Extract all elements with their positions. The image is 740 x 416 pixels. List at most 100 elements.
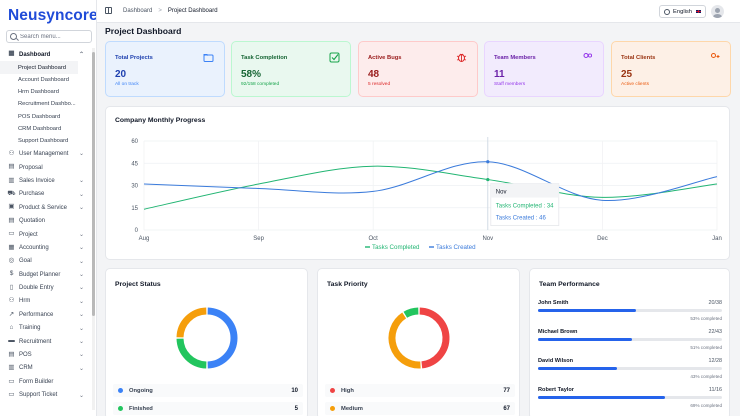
donut-segment[interactable] (403, 307, 419, 318)
monthly-progress-panel: Company Monthly Progress 0 15 30 45 60 Aug Sep… (105, 106, 730, 260)
chevron-down-icon: ⌄ (78, 365, 84, 372)
stat-card-total-clients[interactable]: Total Clients 25 Active clients (611, 41, 731, 97)
topbar: Dashboard > Project Dashboard English (97, 0, 740, 23)
sidebar-item-label: Proposal (19, 164, 43, 171)
sidebar: Neusyncore ▦ Dashboard ⌃Project Dashboard A… (0, 0, 97, 416)
monthly-progress-chart: 0 15 30 45 60 Aug Sep Oct Nov Dec Jan Nov Tasks Comp… (131, 137, 722, 251)
project-status-donut (176, 307, 238, 369)
legend-finished-value: 5 (294, 405, 298, 412)
sidebar-subitem[interactable]: Account Dashboard (18, 76, 69, 83)
sidebar-item-label: Project (19, 231, 38, 238)
sidebar-subitem[interactable]: CRM Dashboard (18, 126, 62, 133)
sidebar-item-crm[interactable]: ▥ CRM ⌄ (0, 362, 92, 375)
crm-icon: ▥ (8, 364, 15, 372)
breadcrumb-dashboard[interactable]: Dashboard (123, 8, 153, 14)
sidebar-item-project[interactable]: ▭ Project ⌄ (0, 228, 92, 241)
donut-segment[interactable] (388, 312, 421, 369)
member-progress-track (538, 396, 722, 399)
form-icon: ▭ (8, 377, 15, 385)
member-progress-track (538, 338, 722, 341)
sidebar-item-label: Budget Planner (19, 271, 61, 278)
sidebar-item-goal[interactable]: ◎ Goal ⌄ (0, 255, 92, 268)
sidebar-subitem[interactable]: Project Dashboard (0, 61, 78, 74)
sidebar-subitem[interactable]: Recruitment Dashbo... (18, 101, 76, 108)
member-percent: 53% completed (690, 316, 722, 321)
sidebar-item-user-management[interactable]: ⚇ User Management ⌄ (0, 147, 92, 160)
sidebar-item-label: Training (19, 325, 41, 332)
member-name: David Wilson (538, 358, 574, 364)
stat-card-value: 25 (621, 69, 633, 80)
sidebar-item-label: Recruitment (19, 338, 52, 345)
stat-card-label: Task Completion (241, 55, 288, 61)
document-icon: ▤ (8, 163, 15, 171)
search-box[interactable] (6, 30, 92, 43)
search-input[interactable] (20, 33, 90, 40)
sidebar-item-label: Double Entry (19, 285, 54, 292)
dollar-icon: $ (9, 270, 14, 278)
y-tick-label: 15 (131, 206, 138, 212)
stat-card-active-bugs[interactable]: Active Bugs 48 5 resolved (358, 41, 478, 97)
graduation-icon: ⌂ (9, 323, 14, 331)
pos-icon: ▤ (8, 350, 15, 358)
sidebar-item-form-builder[interactable]: ▭ Form Builder (0, 375, 92, 388)
box-icon: ▣ (8, 203, 15, 211)
series-line-tasks-created (143, 161, 718, 201)
finished-dot-icon (118, 406, 123, 411)
legend-high-value: 77 (503, 387, 510, 394)
user-avatar[interactable] (711, 5, 724, 18)
sidebar-item-performance[interactable]: ↗ Performance ⌄ (0, 308, 92, 321)
book-icon: ▯ (9, 283, 14, 291)
sidebar-item-product-service[interactable]: ▣ Product & Service ⌄ (0, 201, 92, 214)
sidebar-subitem[interactable]: Hrm Dashboard (18, 89, 59, 96)
tooltip-completed: Tasks Completed : 34 (496, 204, 554, 210)
member-percent: 69% completed (690, 403, 722, 408)
brand-logo[interactable]: Neusyncore (8, 7, 97, 24)
chevron-down-icon: ⌄ (78, 151, 84, 158)
sidebar-item-pos[interactable]: ▤ POS ⌄ (0, 348, 92, 361)
target-icon: ◎ (8, 257, 15, 265)
page-title: Project Dashboard (105, 26, 182, 36)
sidebar-item-double-entry[interactable]: ▯ Double Entry ⌄ (0, 281, 92, 294)
language-selector[interactable]: English (659, 5, 706, 18)
sidebar-item-label: Dashboard (19, 51, 51, 58)
member-task-fraction: 12/28 (708, 358, 723, 364)
sidebar-item-dashboard[interactable]: ▦ Dashboard ⌃ (0, 48, 92, 61)
sidebar-item-quotation[interactable]: ▤ Quotation (0, 214, 92, 227)
legend-high: High 77 (325, 384, 515, 397)
sidebar-item-accounting[interactable]: ▦ Accounting ⌄ (0, 241, 92, 254)
sidebar-item-support-ticket[interactable]: ▭ Support Ticket ⌄ (0, 389, 92, 402)
sidebar-item-hrm[interactable]: ⚇ Hrm ⌄ (0, 295, 92, 308)
sidebar-subitem[interactable]: Support Dashboard (18, 138, 69, 145)
sidebar-toggle-icon[interactable] (105, 7, 112, 14)
stat-card-task-completion[interactable]: Task Completion 58% 92/158 completed (231, 41, 351, 97)
sidebar-item-sales-invoice[interactable]: ▥ Sales Invoice ⌄ (0, 174, 92, 187)
donut-segment[interactable] (176, 338, 207, 369)
monthly-progress-title: Company Monthly Progress (115, 117, 206, 124)
sidebar-item-training[interactable]: ⌂ Training ⌄ (0, 322, 92, 335)
y-tick-label: 0 (135, 228, 139, 234)
sidebar-item-proposal[interactable]: ▤ Proposal (0, 161, 92, 174)
donut-segment[interactable] (176, 307, 207, 338)
sidebar-item-label: Purchase (19, 191, 45, 198)
ongoing-dot-icon (118, 388, 123, 393)
sidebar-item-label: Support Ticket (19, 392, 58, 399)
donut-segment[interactable] (207, 307, 238, 369)
stat-card-total-projects[interactable]: Total Projects 20 All on track (105, 41, 225, 97)
sidebar-item-budget-planner[interactable]: $ Budget Planner ⌄ (0, 268, 92, 281)
stat-card-team-members[interactable]: Team Members 11 Staff members (484, 41, 604, 97)
breadcrumb-separator-icon: > (158, 8, 162, 14)
task-priority-title: Task Priority (327, 281, 368, 288)
team-icon (583, 53, 593, 58)
sidebar-item-recruitment[interactable]: ▬ Recruitment ⌄ (0, 335, 92, 348)
x-tick-label: Nov (482, 236, 493, 242)
breadcrumb-current: Project Dashboard (167, 8, 218, 14)
sidebar-item-purchase[interactable]: ⛟ Purchase ⌄ (0, 188, 92, 201)
globe-icon (664, 8, 670, 15)
x-tick-label: Jan (712, 236, 722, 242)
sidebar-subitem[interactable]: POS Dashboard (18, 113, 61, 120)
trend-icon: ↗ (8, 310, 15, 318)
sidebar-scrollbar-thumb[interactable] (92, 52, 95, 316)
chevron-down-icon: ⌄ (78, 325, 84, 332)
tooltip-month: Nov (496, 190, 507, 196)
donut-segment[interactable] (419, 307, 450, 369)
